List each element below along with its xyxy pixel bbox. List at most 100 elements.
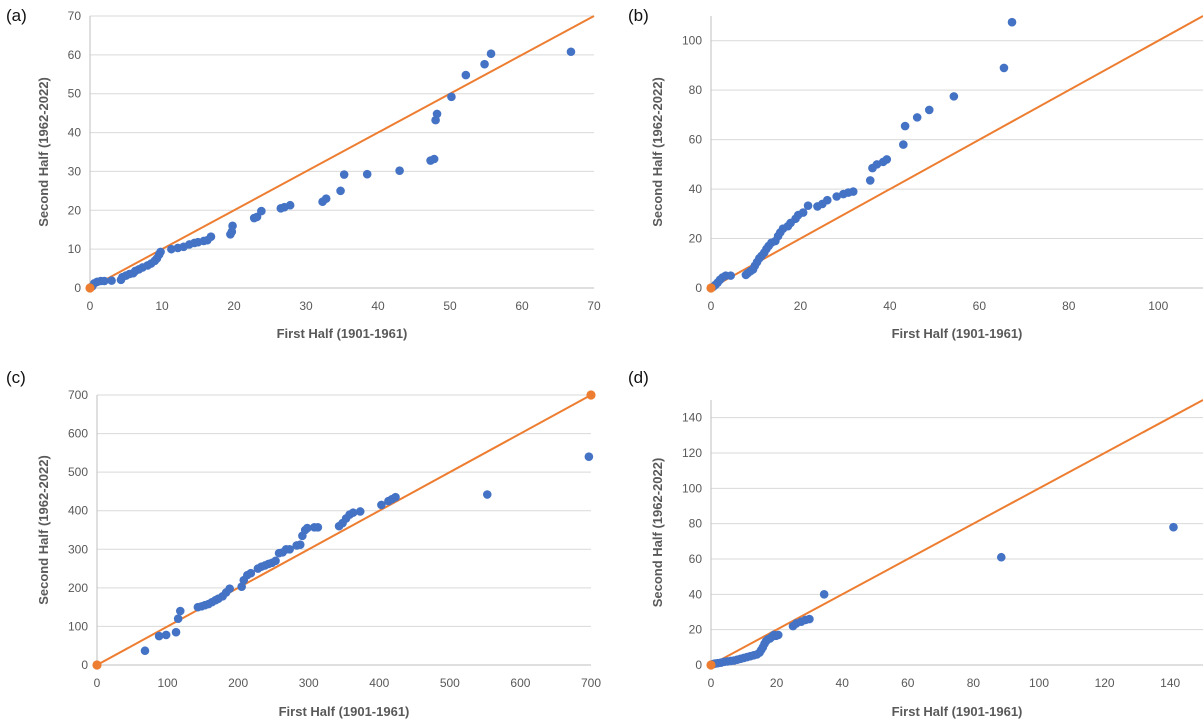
x-tick-label: 140	[1160, 676, 1180, 690]
x-tick-label: 40	[883, 299, 897, 313]
x-tick-label: 200	[228, 676, 248, 690]
chart-a-svg: 0 10 20 30 40 50 60 70 0 10 20 30 40 50 60 70 First Half…	[36, 9, 601, 341]
data-point	[429, 154, 439, 164]
x-tick-label: 0	[708, 299, 715, 313]
data-point	[257, 206, 266, 216]
x-tick-label: 100	[158, 676, 178, 690]
x-tick-label: 300	[299, 676, 319, 690]
x-tick-label: 30	[299, 299, 313, 313]
y-tick-label: 60	[689, 133, 703, 147]
y-tick-label: 70	[68, 9, 82, 23]
data-point	[432, 109, 442, 119]
chart-panel-a: (a) 0 10 20 30 40 50 60 70 0 10 20 30 40 50 60 70 First …	[0, 0, 601, 355]
data-point	[832, 192, 841, 201]
data-point	[1169, 522, 1178, 532]
data-point	[285, 200, 295, 210]
y-tick-label: 400	[68, 504, 88, 518]
data-point	[447, 92, 456, 102]
x-tick-label: 80	[967, 676, 981, 690]
data-point	[803, 201, 813, 210]
data-point	[107, 276, 116, 285]
y-tick-label: 140	[682, 411, 702, 425]
reference-line	[710, 15, 1203, 289]
data-point	[161, 630, 171, 640]
y-tick-label: 300	[68, 542, 88, 556]
x-axis-title: First Half (1901-1961)	[892, 704, 1023, 719]
y-tick-label: 700	[68, 388, 88, 402]
x-tick-label: 100	[1148, 299, 1168, 313]
x-axis-title: First Half (1901-1961)	[892, 326, 1023, 341]
y-tick-label: 0	[74, 281, 81, 295]
y-tick-label: 30	[68, 164, 82, 178]
chart-panel-b: (b) 0 20 40 60 80 100 0 20 40 60 80 100 First Half (…	[620, 0, 1203, 355]
data-point	[173, 614, 183, 624]
y-tick-label: 500	[68, 465, 88, 479]
x-tick-label: 20	[227, 299, 241, 313]
x-tick-label: 600	[510, 676, 530, 690]
reference-point	[706, 283, 716, 293]
data-point	[271, 556, 280, 566]
x-tick-label: 40	[836, 676, 850, 690]
x-tick-label: 60	[901, 676, 915, 690]
data-point	[848, 187, 858, 196]
y-tick-label: 80	[689, 83, 703, 97]
data-point	[726, 271, 735, 280]
y-tick-label: 60	[689, 552, 703, 566]
y-tick-label: 20	[68, 203, 82, 217]
data-point	[924, 105, 934, 115]
y-tick-label: 40	[68, 126, 82, 140]
x-tick-label: 700	[581, 676, 601, 690]
x-tick-label: 0	[94, 676, 101, 690]
data-point	[140, 646, 150, 656]
data-point	[391, 492, 400, 502]
data-point	[996, 552, 1006, 562]
data-point	[949, 92, 959, 101]
data-point	[912, 113, 922, 122]
chart-c-svg: 0 100 200 300 400 500 600 700 0 100 200 300 400 500 60…	[36, 388, 601, 719]
x-tick-label: 40	[371, 299, 385, 313]
panel-label: (b)	[628, 6, 649, 25]
data-point	[321, 194, 331, 203]
chart-panel-d: (d) 0 20 40 60 80 100 120 140 0 20 40 60 80 100 120 140…	[620, 362, 1203, 721]
data-point	[206, 232, 216, 242]
panel-label: (d)	[628, 368, 649, 387]
panel-label: (a)	[6, 6, 27, 25]
data-point	[805, 614, 814, 624]
y-tick-label: 40	[689, 182, 703, 196]
y-tick-label: 600	[68, 427, 88, 441]
data-point	[295, 540, 305, 549]
y-tick-label: 100	[68, 619, 88, 633]
data-point	[237, 582, 246, 591]
y-tick-label: 50	[68, 87, 82, 101]
x-tick-label: 0	[708, 676, 715, 690]
data-point	[246, 568, 256, 578]
y-tick-label: 0	[695, 281, 702, 295]
data-point	[999, 63, 1009, 73]
chart-d-svg: 0 20 40 60 80 100 120 140 0 20 40 60 80 100 120 140 Firs…	[650, 399, 1203, 719]
data-point	[171, 627, 181, 637]
data-point	[461, 70, 471, 80]
data-point	[822, 195, 832, 205]
data-point	[395, 166, 404, 175]
x-tick-label: 0	[87, 299, 94, 313]
reference-point	[92, 660, 102, 670]
data-point	[167, 244, 176, 254]
x-tick-label: 60	[515, 299, 529, 313]
data-point	[336, 186, 345, 196]
reference-point	[706, 660, 716, 670]
y-tick-label: 100	[682, 34, 702, 48]
x-tick-label: 120	[1095, 676, 1115, 690]
data-point	[486, 49, 496, 58]
y-tick-label: 60	[68, 48, 82, 62]
data-point	[900, 121, 910, 131]
data-point	[377, 500, 386, 510]
panel-label: (c)	[6, 368, 26, 387]
reference-point	[85, 283, 95, 293]
x-tick-label: 10	[155, 299, 169, 313]
y-axis-title: Second Half (1962-2022)	[36, 455, 51, 605]
y-tick-label: 40	[689, 587, 703, 601]
y-tick-label: 200	[68, 581, 88, 595]
data-point	[228, 221, 237, 231]
data-point	[348, 508, 358, 517]
y-tick-label: 80	[689, 517, 703, 531]
